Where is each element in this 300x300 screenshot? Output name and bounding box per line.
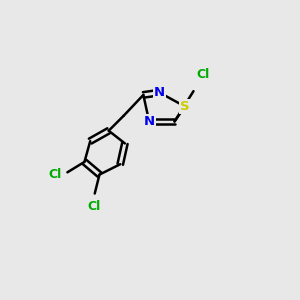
Text: Cl: Cl xyxy=(87,200,100,213)
Text: Cl: Cl xyxy=(197,68,210,81)
Text: N: N xyxy=(144,115,155,128)
Text: Cl: Cl xyxy=(48,168,61,181)
Text: N: N xyxy=(154,86,165,99)
Text: S: S xyxy=(180,100,190,113)
